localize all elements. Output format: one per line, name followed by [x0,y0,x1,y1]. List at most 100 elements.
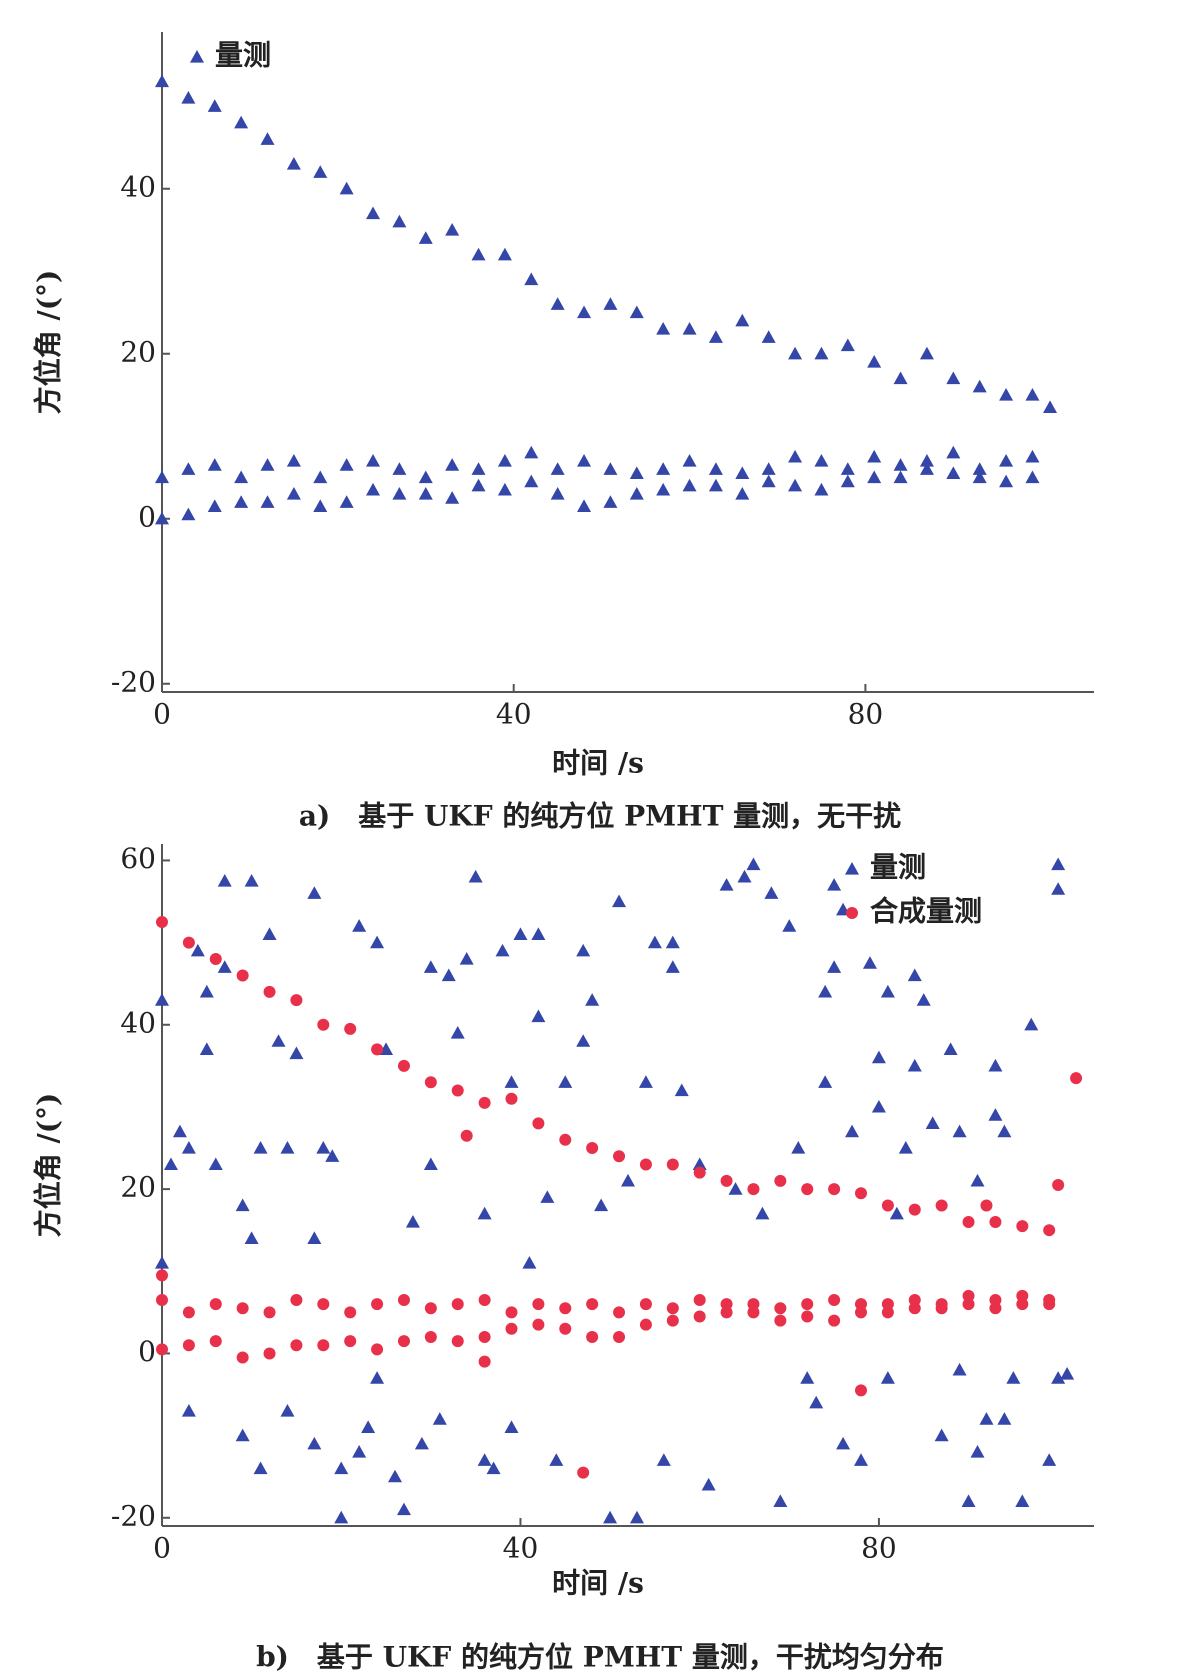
point [392,462,407,475]
point [441,968,456,982]
point [172,1124,187,1138]
point [182,1306,195,1319]
point [477,1206,492,1220]
point [972,462,987,475]
point [1024,1017,1039,1031]
y-tick-label: 40 [120,1006,156,1039]
point [935,1199,948,1212]
point [236,969,249,982]
legend-label: 量测 [870,851,926,884]
point [366,482,381,496]
point [286,487,301,500]
point [423,1157,438,1171]
point [344,1022,357,1035]
point [814,482,829,496]
point [155,993,169,1006]
point [898,1141,913,1154]
point [460,1129,473,1142]
point [720,1306,733,1319]
point [999,474,1014,488]
point [497,247,512,261]
point [612,894,627,908]
point [666,1158,679,1171]
point [207,99,222,112]
point [693,1166,706,1179]
point [352,919,367,932]
point [313,165,328,178]
point [761,462,776,475]
point [497,482,512,496]
point [867,449,882,463]
point [989,1294,1002,1307]
point [708,478,723,492]
point [576,943,591,957]
point [280,1403,295,1417]
point [397,1294,410,1307]
point [719,878,734,891]
point [190,943,205,957]
point [163,1157,178,1171]
point [972,470,987,484]
point [325,1149,340,1162]
y-tick-label: 20 [120,1171,156,1204]
point [495,943,510,957]
point [1052,1179,1065,1191]
point [471,247,486,261]
point [613,1331,626,1344]
point [1025,388,1040,401]
point [665,935,680,949]
point [1043,1224,1056,1237]
point [156,916,168,929]
point [908,1294,921,1307]
point [208,1157,223,1171]
point [217,873,232,887]
point [418,470,433,484]
point [478,1096,491,1109]
point [774,1302,787,1315]
point [693,1310,706,1323]
point [880,984,895,998]
x-tick-label: 80 [861,1532,897,1565]
x-tick-label: 80 [848,698,884,731]
point [388,1469,402,1483]
point [181,1403,196,1417]
point [478,1294,491,1307]
point [471,478,486,492]
point [1070,1072,1083,1085]
point [840,338,855,352]
point [317,1018,330,1031]
point [801,1298,814,1311]
point [531,1009,546,1023]
point [818,1075,833,1088]
point [638,1075,653,1088]
point [773,1494,788,1507]
point [468,869,483,883]
point [791,1141,806,1154]
point [962,1215,975,1228]
point [290,1294,303,1307]
point [313,499,328,512]
point [181,507,196,521]
point [1051,1371,1066,1384]
point [961,1494,976,1507]
point [855,1384,867,1397]
chart-caption: a) 基于 UKF 的纯方位 PMHT 量测，无干扰 [299,800,901,833]
point [207,499,222,512]
point [307,1231,322,1245]
point [1025,449,1040,463]
point [505,1322,518,1335]
point [836,1436,851,1450]
point [532,1318,545,1331]
point [989,1302,1002,1315]
y-tick-label: 20 [120,335,156,368]
point [370,1371,385,1384]
point [424,1331,437,1344]
point [919,462,934,475]
point [513,927,528,940]
point [867,470,882,484]
point [209,953,222,966]
y-tick-label: 0 [138,1335,156,1368]
point [871,1050,886,1064]
legend-label: 合成量测 [870,895,982,928]
point [339,181,354,195]
